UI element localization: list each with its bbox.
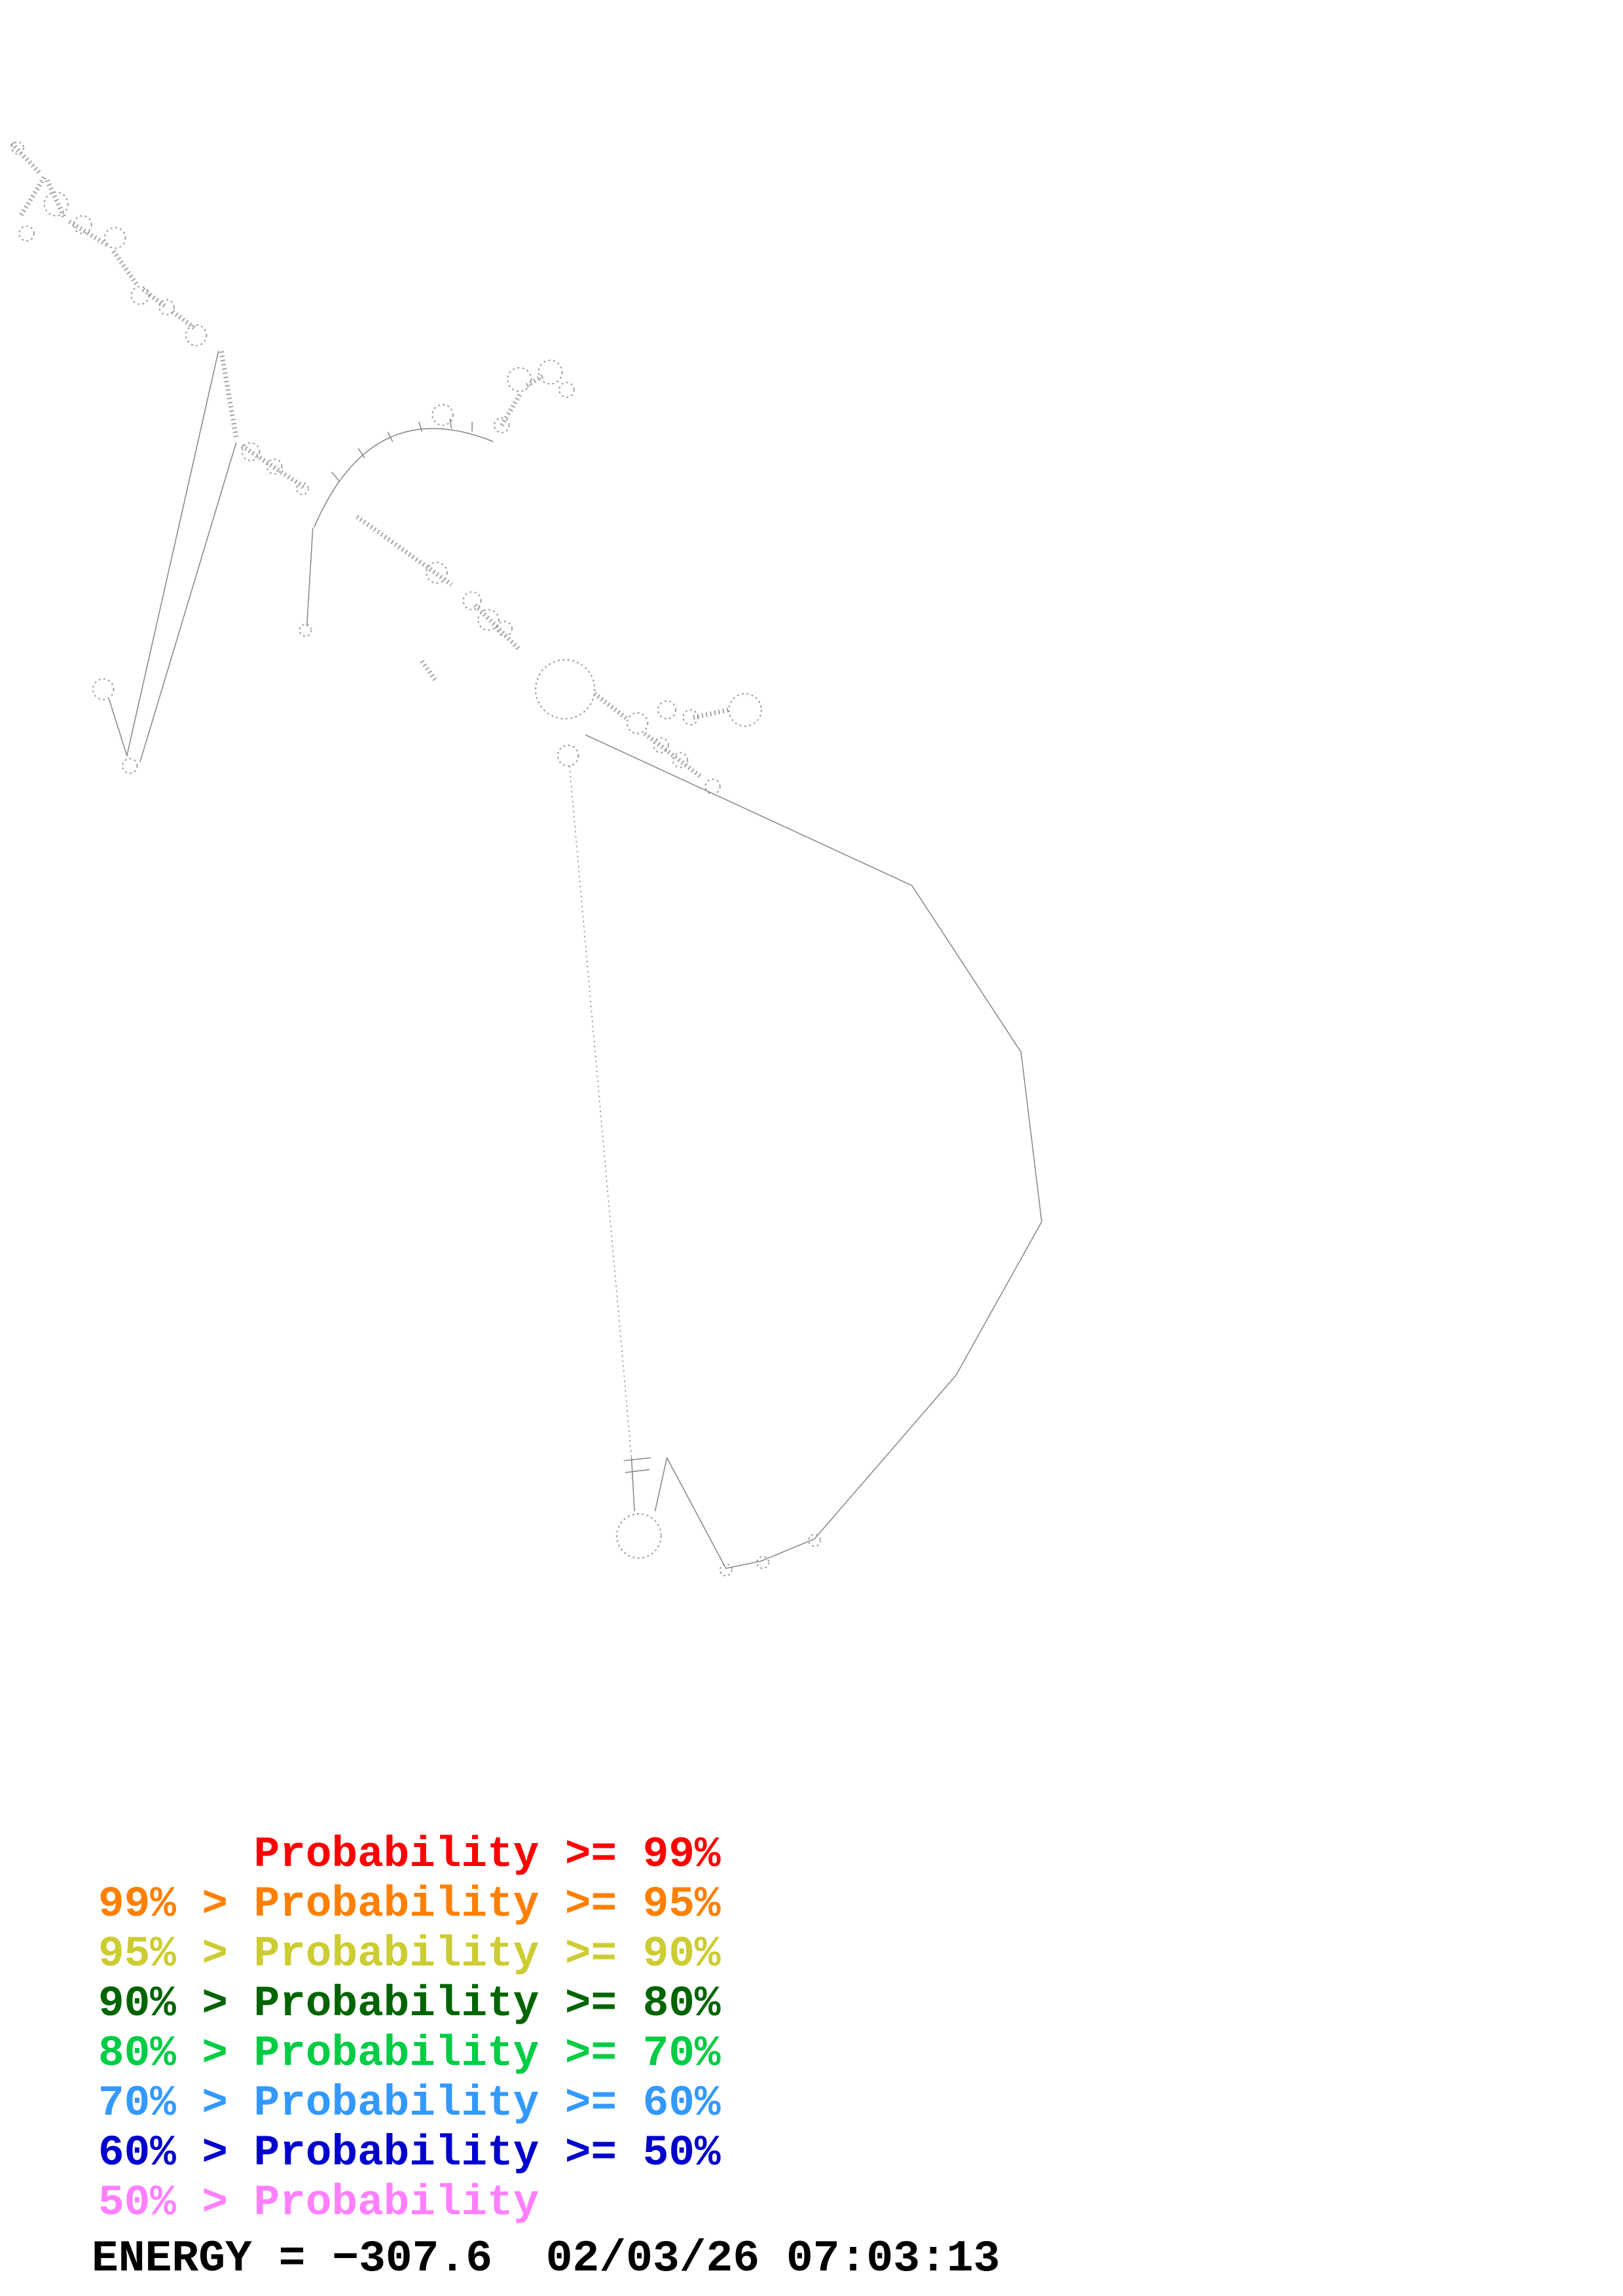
structure-segment bbox=[525, 372, 546, 387]
legend-item: 50% > Probability bbox=[98, 2178, 539, 2227]
hairpin-loop bbox=[538, 359, 563, 385]
legend-item: 80% > Probability >= 70% bbox=[98, 2029, 721, 2078]
structure-segment bbox=[171, 310, 198, 332]
structure-segment bbox=[420, 660, 439, 683]
legend-item: 90% > Probability >= 80% bbox=[98, 1979, 721, 2028]
legend-item: 99% > Probability >= 95% bbox=[98, 1880, 721, 1929]
hairpin-loop bbox=[653, 737, 669, 754]
structure-segment bbox=[623, 1457, 651, 1462]
structure-segment bbox=[18, 176, 46, 217]
structure-segment bbox=[500, 391, 523, 427]
structure-segment bbox=[219, 351, 239, 438]
hairpin-loop bbox=[807, 1534, 822, 1547]
structure-segment bbox=[625, 1469, 650, 1473]
legend-item: 95% > Probability >= 90% bbox=[98, 1929, 721, 1979]
hairpin-loop bbox=[43, 191, 69, 217]
hairpin-loop bbox=[462, 591, 482, 611]
hairpin-loop bbox=[11, 141, 25, 155]
structure-segment bbox=[331, 472, 340, 482]
hairpin-loop bbox=[616, 1513, 662, 1559]
structure-segment bbox=[693, 708, 730, 720]
hairpin-loop bbox=[719, 1563, 733, 1577]
structure-segment bbox=[139, 442, 237, 762]
structure-segment bbox=[126, 351, 219, 757]
structure-segment bbox=[418, 422, 423, 432]
structure-segment bbox=[10, 141, 43, 177]
hairpin-loop bbox=[704, 778, 721, 795]
structure-segment bbox=[357, 448, 365, 459]
legend-item: Probability >= 99% bbox=[98, 1830, 721, 1879]
hairpin-loop bbox=[672, 752, 689, 768]
structure-segment bbox=[240, 444, 306, 490]
hairpin-loop bbox=[122, 758, 138, 774]
hairpin-loop bbox=[18, 225, 35, 242]
hairpin-loop bbox=[73, 215, 92, 234]
legend-item: 60% > Probability >= 50% bbox=[98, 2128, 721, 2178]
structure-segment bbox=[356, 514, 453, 587]
hairpin-loop bbox=[426, 562, 448, 584]
structure-segment bbox=[643, 731, 704, 780]
hairpin-loop bbox=[158, 299, 175, 315]
probability-legend: Probability >= 99% 99% > Probability >= 9… bbox=[98, 1830, 721, 2228]
hairpin-loop bbox=[295, 482, 310, 495]
hairpin-loop bbox=[507, 367, 532, 392]
hairpin-loop bbox=[496, 620, 513, 637]
structure-segment bbox=[473, 603, 521, 651]
hairpin-loop bbox=[535, 659, 596, 720]
structure-segment bbox=[141, 287, 168, 310]
hairpin-loop bbox=[626, 712, 649, 734]
structure-segment bbox=[593, 692, 629, 721]
hairpin-loop bbox=[431, 404, 454, 426]
hairpin-loop bbox=[266, 458, 283, 475]
structure-segment bbox=[654, 1457, 668, 1512]
hairpin-loop bbox=[682, 709, 699, 726]
structure-segment bbox=[449, 418, 452, 429]
structure-segment bbox=[111, 249, 139, 287]
hairpin-loop bbox=[477, 609, 500, 631]
structure-segment bbox=[630, 1457, 635, 1512]
hairpin-loop bbox=[493, 417, 510, 434]
hairpin-loop bbox=[130, 285, 150, 305]
hairpin-loop bbox=[299, 623, 312, 637]
structure-segment bbox=[108, 699, 128, 757]
hairpin-loop bbox=[185, 324, 208, 347]
legend-item: 70% > Probability >= 60% bbox=[98, 2079, 721, 2128]
structure-segment bbox=[306, 528, 314, 627]
hairpin-loop bbox=[657, 700, 677, 720]
hairpin-loop bbox=[756, 1556, 770, 1570]
hairpin-loop bbox=[728, 692, 762, 727]
structure-segment bbox=[585, 734, 1042, 1570]
hairpin-loop bbox=[103, 226, 126, 249]
hairpin-loop bbox=[558, 382, 575, 398]
structure-segment bbox=[45, 179, 67, 220]
hairpin-loop bbox=[241, 442, 261, 461]
structure-segment bbox=[569, 766, 632, 1458]
hairpin-loop bbox=[92, 678, 115, 700]
energy-readout: ENERGY = −307.6 02/03/26 07:03:13 bbox=[92, 2234, 1000, 2284]
hairpin-loop bbox=[556, 744, 579, 767]
structure-arc bbox=[314, 428, 494, 528]
structure-segment bbox=[68, 219, 109, 247]
